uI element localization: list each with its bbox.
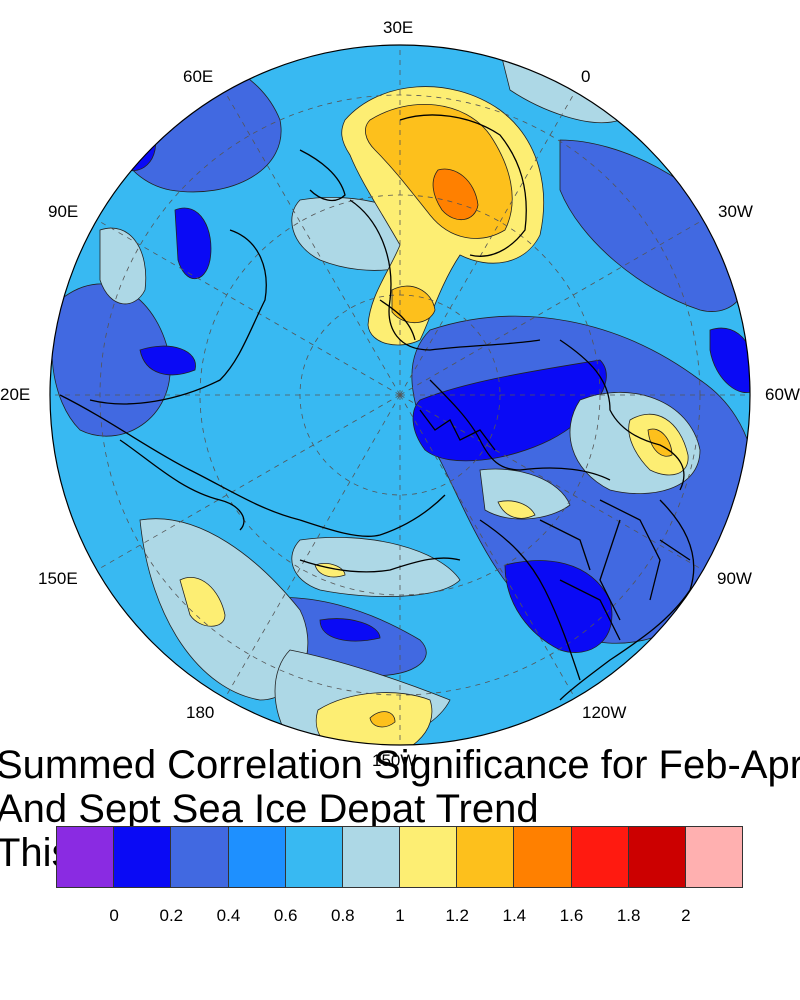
lon-label-90w: 90W [717, 569, 752, 588]
colorbar-tick-label: 0.6 [273, 906, 298, 925]
colorbar-box [113, 826, 172, 888]
colorbar-box [456, 826, 515, 888]
contour-orange-yellow [647, 428, 673, 457]
title-line-1: Summed Correlation Significance for Feb-… [0, 743, 800, 787]
contour-deep-blue [319, 618, 381, 642]
colorbar-box [227, 826, 286, 888]
colorbar-box [284, 826, 343, 888]
colorbar-tick-label: 1.2 [445, 906, 469, 925]
contour-light-blue [99, 227, 147, 305]
lon-label-30e: 30E [383, 18, 414, 37]
colorbar-box [56, 826, 115, 888]
colorbar-box [399, 826, 458, 888]
contour-deep-blue [109, 107, 157, 172]
lon-label-60w: 60W [765, 385, 800, 404]
colorbar-tick-label: 1.6 [559, 906, 584, 925]
colorbar-tick-label: 2 [681, 906, 691, 925]
colorbar-tick-label: 0.8 [331, 906, 355, 925]
lon-label-120w: 120W [582, 703, 627, 722]
contour-deep-blue [412, 359, 607, 462]
colorbar-tick-label: 0 [109, 906, 119, 925]
contour-orange-yellow [369, 711, 396, 728]
colorbar-tick-label: 0.4 [216, 906, 241, 925]
lon-label-30w: 30W [718, 202, 753, 221]
colorbar-tick-label: 0.2 [159, 906, 184, 925]
contour-yellow [179, 577, 226, 627]
colorbar-tick-label: 1.8 [616, 906, 641, 925]
contour-deep-blue [709, 327, 750, 393]
colorbar-tick-label: 1.4 [502, 906, 527, 925]
colorbar-box [570, 826, 629, 888]
lon-label-150w: 150W [372, 751, 417, 770]
contour-deep-blue [139, 345, 196, 376]
contour-deep-blue [174, 207, 212, 279]
colorbar-box [684, 826, 744, 888]
lon-label-120e: 20E [0, 385, 31, 404]
lon-label-90e: 90E [48, 202, 79, 221]
colorbar-tick-label: 1 [395, 906, 405, 925]
meridians [50, 45, 750, 745]
lon-label-60e: 60E [183, 67, 214, 86]
colorbar-box [170, 826, 229, 888]
map-border [49, 44, 751, 746]
lon-label-0: 0 [581, 67, 591, 86]
lon-label-180: 180 [186, 703, 215, 722]
coastlines [59, 114, 695, 701]
colorbar-box [341, 826, 401, 888]
contour-deep-blue [504, 560, 613, 653]
colorbar-box [627, 826, 686, 888]
colorbar-box [513, 826, 572, 888]
colorbar [56, 826, 744, 888]
lon-label-150e: 150E [38, 569, 78, 588]
map-disc [50, 45, 750, 745]
title-line-2: And Sept Sea Ice Depat Trend [0, 787, 539, 831]
contour-yellow [497, 500, 536, 519]
